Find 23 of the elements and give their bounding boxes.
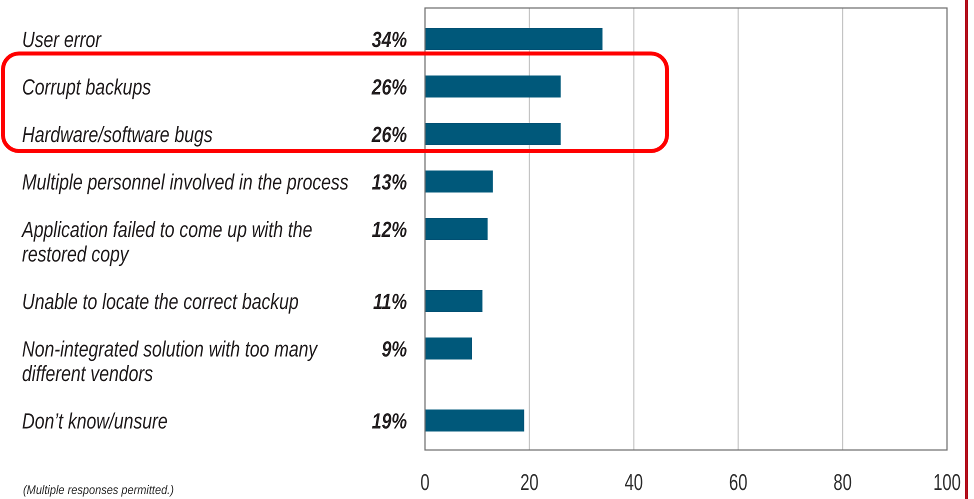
x-tick-label: 60	[728, 470, 748, 496]
y-tick-label: User error	[22, 28, 102, 53]
y-tick-label: Unable to locate the correct backup	[22, 290, 299, 315]
x-tick-label: 40	[624, 470, 644, 496]
x-tick-label: 100	[933, 470, 961, 496]
y-tick-label: Multiple personnel involved in the process	[22, 170, 349, 196]
x-tick-label: 80	[833, 470, 852, 496]
x-tick-label: 20	[520, 470, 539, 496]
data-label: 9%	[382, 338, 408, 362]
y-tick-label: Hardware/software bugs	[22, 123, 213, 148]
data-label: 26%	[370, 123, 408, 148]
y-tick-label: Corrupt backups	[22, 76, 152, 100]
y-tick-label: Non-integrated solution with too many different vendors	[22, 338, 318, 387]
data-label: 34%	[372, 28, 408, 53]
data-label: 13%	[372, 170, 408, 196]
data-label: 11%	[373, 290, 408, 315]
y-tick-label: Application failed to come up with the restored copy	[21, 218, 312, 268]
data-label: 19%	[372, 410, 408, 434]
text: (Multiple responses permitted.)	[23, 483, 174, 498]
y-tick-label: Don’t know/unsure	[22, 410, 168, 434]
data-label: 26%	[370, 76, 408, 100]
x-tick-label: 0	[420, 470, 430, 496]
data-label: 12%	[372, 218, 408, 243]
